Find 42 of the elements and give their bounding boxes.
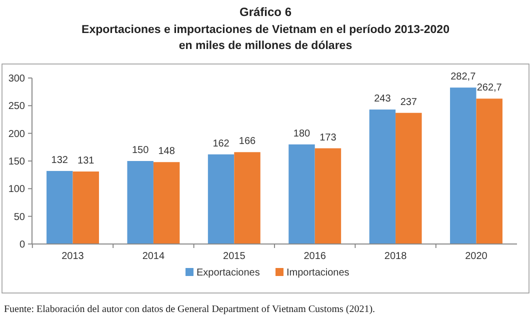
y-tick-label: 150: [8, 156, 26, 168]
bar: [127, 161, 154, 244]
bar: [72, 172, 99, 244]
bar: [153, 162, 180, 244]
bar: [450, 88, 476, 244]
y-tick-label: 250: [8, 101, 26, 112]
data-label: 180: [293, 128, 311, 140]
chart-title: Gráfico 6: [239, 5, 292, 19]
data-label: 243: [374, 94, 392, 105]
data-label: 150: [132, 145, 150, 156]
x-tick-label: 2015: [223, 251, 246, 262]
data-label: 166: [238, 136, 256, 148]
source-note: Fuente: Elaboración del autor con datos de General Department of Vietnam Customs (2021).: [4, 304, 376, 315]
x-tick-label: 2018: [384, 251, 408, 262]
chart-subtitle: Exportaciones e importaciones de Vietnam en el período 2013-2020 en miles de millones de dólares: [82, 24, 450, 52]
data-label: 132: [51, 154, 68, 166]
bar: [476, 98, 502, 244]
data-label: 162: [212, 138, 230, 150]
bar: [396, 112, 422, 244]
bar: [314, 148, 342, 244]
legend-label: Importaciones: [286, 268, 350, 278]
bar: [288, 144, 315, 244]
x-tick-label: 2014: [142, 251, 166, 262]
x-tick-label: 2016: [304, 251, 326, 262]
y-tick-label: 50: [14, 212, 26, 223]
legend-label: Exportaciones: [196, 268, 260, 278]
bar: [46, 170, 73, 244]
y-tick-label: 0: [19, 240, 26, 250]
data-label: 237: [400, 96, 418, 108]
data-label: 173: [320, 132, 337, 144]
x-tick-label: 2013: [62, 251, 84, 262]
bar: [234, 152, 260, 244]
data-label: 148: [158, 146, 176, 158]
data-label: 131: [78, 156, 95, 167]
y-tick-label: 200: [8, 128, 26, 140]
y-tick-label: 300: [8, 74, 26, 84]
data-label: 282,7: [450, 72, 476, 83]
x-tick-label: 2020: [465, 251, 488, 262]
data-label: 262,7: [476, 82, 502, 94]
bar: [369, 110, 396, 244]
y-tick-label: 100: [8, 184, 26, 196]
bar: [208, 154, 234, 244]
